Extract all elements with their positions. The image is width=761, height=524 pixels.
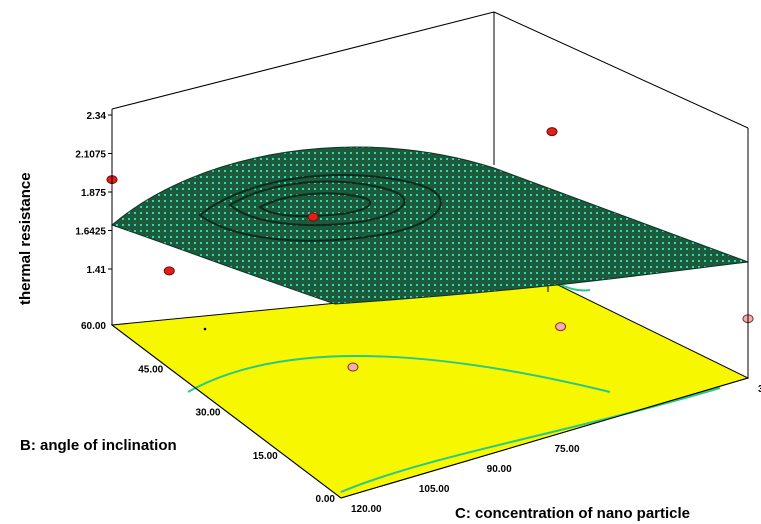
design-point [347,362,359,372]
box-front [111,109,749,499]
z-tick-label: 1.41 [87,265,107,276]
design-point [307,212,319,222]
y-axis-title: B: angle of inclination [20,437,177,454]
z-axis-title: thermal resistance [17,172,34,305]
surface-ring [258,192,372,218]
floor-projection [110,281,750,499]
y-tick-label: 60.00 [81,321,106,332]
floor-contour-line [340,387,721,493]
floor-front-left [111,324,342,499]
x-tick-label: 105.00 [419,484,450,495]
surface-ring [198,174,442,242]
design-point [163,266,175,276]
y-tick-label: 15.00 [253,451,278,462]
design-point [555,322,567,332]
z-axis-ticks: 1.41 1.6425 1.875 2.1075 2.34 [75,111,112,276]
surface-ring [228,180,406,227]
x-tick-label: 120.00 [351,504,382,515]
z-tick-label: 1.6425 [75,227,106,238]
z-tick-label: 2.34 [87,111,107,122]
top-edge-left [111,11,495,110]
y-tick-label: 30.00 [195,408,220,419]
floor-marker-dot [203,327,207,331]
x-tick-label: 90.00 [487,464,512,475]
surface-contour-rings [198,174,442,242]
y-axis-ticks: 0.00 15.00 30.00 45.00 60.00 [81,321,335,505]
box-back [111,11,749,165]
top-edge-right [493,11,749,129]
z-tick-label: 1.875 [81,188,106,199]
y-tick-label: 45.00 [138,364,163,375]
floor-contour-line [187,355,611,393]
floor-front-right [340,377,749,499]
x-tick-label: 30.00 [758,384,761,395]
response-surface [111,146,749,305]
z-tick-label: 2.1075 [75,150,106,161]
x-axis-title: C: concentration of nano particle [455,505,690,522]
y-tick-label: 0.00 [316,494,336,505]
design-point [546,127,558,137]
x-tick-label: 75.00 [555,444,580,455]
x-axis-ticks: 120.00 105.00 90.00 75.00 30.00 [351,384,761,515]
